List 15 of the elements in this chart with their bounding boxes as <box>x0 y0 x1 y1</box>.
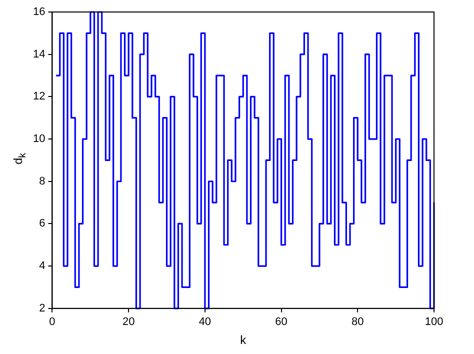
x-tick-label: 80 <box>352 316 364 328</box>
x-tick-label: 100 <box>424 316 444 328</box>
x-axis-title: k <box>240 333 248 348</box>
x-tick-label: 20 <box>122 316 135 328</box>
y-tick-label: 6 <box>39 218 46 230</box>
y-tick-label: 14 <box>32 48 46 60</box>
x-tick-label: 40 <box>198 316 212 328</box>
y-tick-label: 16 <box>32 6 46 18</box>
y-tick-label: 10 <box>32 133 46 146</box>
x-tick-label: 0 <box>49 316 56 328</box>
x-tick-label: 60 <box>275 316 288 328</box>
y-tick-label: 8 <box>39 175 46 188</box>
y-tick-label: 12 <box>32 90 46 103</box>
y-tick-label: 2 <box>39 302 46 314</box>
y-tick-label: 4 <box>39 260 46 272</box>
